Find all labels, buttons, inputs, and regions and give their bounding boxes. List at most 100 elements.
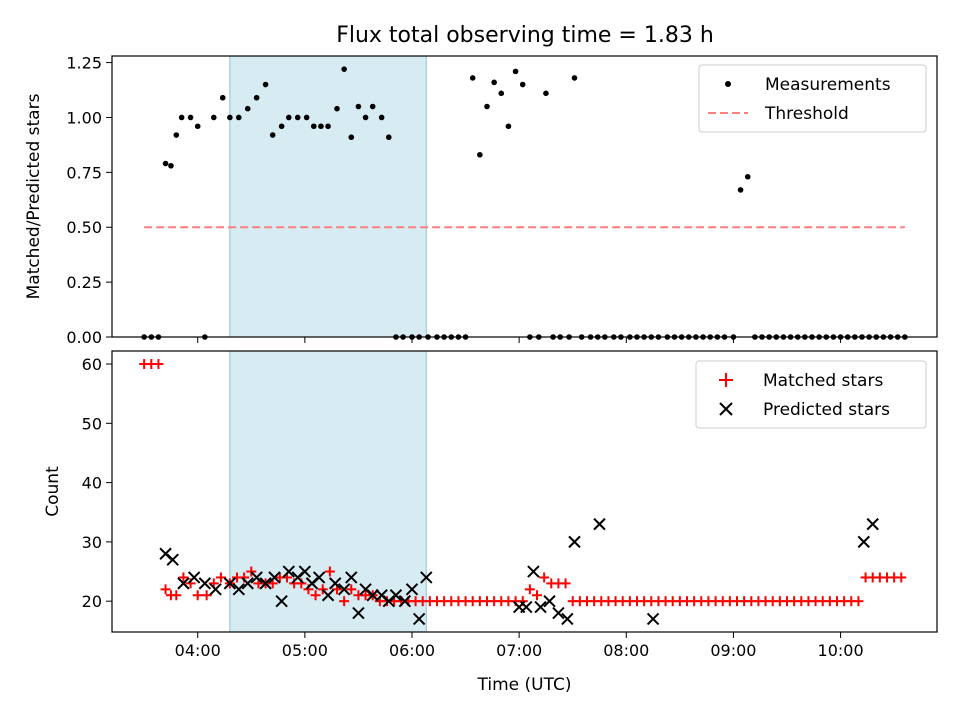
predicted-stars-point: [232, 583, 245, 596]
matched-stars-point: [853, 596, 864, 607]
measurements-point: [512, 68, 519, 75]
predicted-stars-point: [312, 571, 326, 584]
predicted-stars-point: [866, 517, 879, 531]
matched-stars-point: [201, 590, 212, 601]
measurements-point: [244, 105, 251, 112]
predicted-stars-point: [366, 589, 379, 602]
matched-stars-point: [310, 590, 321, 601]
count-x-tick-label: 04:00: [175, 641, 221, 660]
measurements-point: [491, 79, 497, 86]
count-x-tick-label: 05:00: [282, 641, 328, 660]
measurements-point: [519, 81, 526, 88]
ratio-panel: 0.00 0.25 0.50 0.75 1.00 1.25 Matched/Predict…: [24, 54, 938, 347]
count-y-axis-label: Count: [43, 466, 63, 517]
predicted-stars-point: [552, 606, 565, 620]
predicted-stars-point: [321, 589, 335, 602]
predicted-stars-point: [412, 612, 426, 626]
measurements-point: [173, 132, 180, 138]
matched-stars-point: [896, 572, 907, 583]
count-y-tick-label: 60: [82, 355, 102, 374]
measurements-point: [253, 94, 260, 101]
predicted-stars-point: [275, 594, 288, 608]
predicted-stars-point: [268, 571, 281, 584]
predicted-stars-point: [527, 565, 540, 578]
predicted-stars-point: [593, 517, 606, 531]
matched-stars-point: [153, 359, 164, 370]
measurements-point: [334, 105, 340, 112]
measurements-point: [477, 151, 483, 158]
measurements-point: [187, 114, 194, 121]
legend-matched-label: Matched stars: [763, 371, 883, 391]
count-x-tick-label: 08:00: [603, 641, 649, 660]
time-x-axis-label: Time (UTC): [477, 675, 572, 695]
predicted-stars-point: [298, 565, 312, 578]
legend-measurements-label: Measurements: [765, 75, 891, 95]
measurements-point: [348, 134, 355, 141]
chart-title: Flux total observing time = 1.83 h: [336, 23, 714, 48]
ratio-legend-box: [698, 64, 927, 133]
measurements-point: [369, 103, 376, 110]
measurements-point: [737, 187, 744, 193]
measurements-point: [341, 66, 347, 72]
count-panel: 20 30 40 50 60 04:00 05:00 06:00 07:00 08:00 09:00…: [43, 350, 938, 695]
matched-stars-point: [324, 566, 335, 577]
count-legend: Matched stars Predicted stars: [695, 360, 927, 429]
predicted-stars-point: [534, 600, 547, 614]
measurements-point: [505, 123, 512, 130]
predicted-stars-point: [405, 583, 419, 596]
predicted-stars-point: [250, 571, 263, 584]
predicted-stars-point: [198, 577, 212, 590]
matched-stars-point: [539, 572, 550, 583]
predicted-stars-point: [166, 553, 179, 566]
predicted-stars-point: [420, 571, 433, 584]
count-y-tick-label: 20: [82, 592, 102, 611]
measurements-point: [235, 114, 242, 121]
count-axis-ticks: 20 30 40 50 60 04:00 05:00 06:00 07:00 08:00 09:00…: [82, 355, 864, 660]
measurements-point: [362, 114, 369, 121]
measurements-point: [219, 94, 226, 101]
measurements-point: [285, 114, 292, 121]
count-plot-frame: [111, 350, 938, 633]
count-x-tick-label: 10:00: [818, 641, 864, 660]
measurements-point: [484, 103, 490, 110]
measurements-point: [498, 90, 505, 97]
measurements-point: [385, 134, 392, 141]
observing-window-span-top: [229, 55, 427, 338]
predicted-stars-point: [646, 612, 660, 626]
measurements-point: [262, 81, 269, 88]
ratio-y-axis-label: Matched/Predicted stars: [24, 93, 44, 299]
measurements-point: [162, 160, 169, 167]
count-x-tick-label: 09:00: [710, 641, 756, 660]
measurements-point: [194, 123, 201, 130]
ratio-span-rect: [229, 55, 427, 338]
matched-stars-point: [532, 590, 542, 601]
measurements-point: [318, 123, 324, 130]
ratio-y-tick-label: 1.25: [66, 54, 102, 73]
ratio-y-tick-label: 0.75: [66, 163, 102, 182]
predicted-stars-point: [857, 535, 870, 549]
measurements-point: [178, 114, 185, 121]
ratio-y-tick-label: 0.00: [66, 328, 102, 347]
count-y-tick-label: 30: [82, 533, 102, 552]
count-x-tick-label: 07:00: [496, 641, 542, 660]
predicted-stars-point: [337, 583, 351, 596]
ratio-y-tick-label: 0.50: [66, 218, 102, 237]
measurements-point: [278, 123, 285, 130]
predicted-stars-point: [398, 594, 412, 608]
count-legend-box: [695, 360, 927, 429]
measurements-point: [571, 75, 578, 81]
count-marks: [139, 359, 907, 626]
matched-stars-point: [171, 590, 182, 601]
observing-window-span-bottom: [229, 350, 427, 633]
measurements-point: [355, 103, 362, 110]
predicted-stars-point: [241, 577, 254, 590]
matched-stars-point: [339, 596, 350, 607]
measurements-point: [294, 114, 301, 121]
measurements-point: [227, 114, 233, 121]
predicted-stars-point: [223, 577, 237, 590]
predicted-stars-point: [561, 612, 574, 626]
predicted-stars-point: [543, 594, 556, 608]
legend-measurements-marker: [725, 81, 731, 87]
measurements-point: [378, 114, 385, 121]
